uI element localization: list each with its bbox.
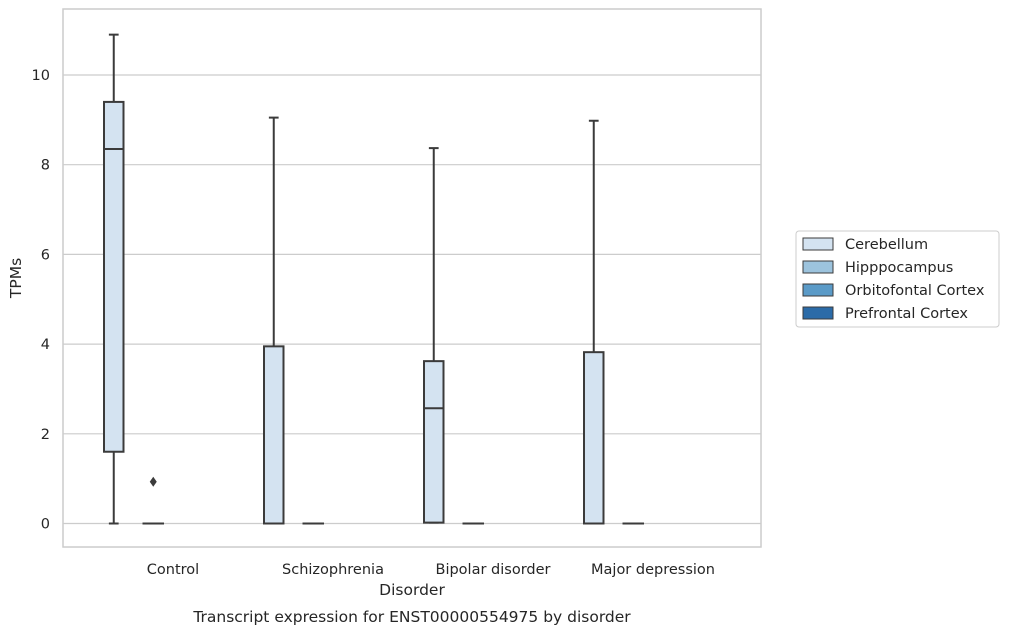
plot-frame [62,8,762,548]
x-tick-labels: Control Schizophrenia Bipolar disorder Majo… [147,562,715,578]
legend-swatch [802,283,834,297]
y-tick-labels: 0 2 4 6 8 10 [32,68,50,533]
box-group [142,476,164,525]
box-iqr [583,351,605,525]
legend-frame [795,230,1000,328]
y-tick-label: 4 [41,337,50,353]
x-tick-label: Schizophrenia [282,562,384,578]
legend: Cerebellum Hipppocampus Orbitofontal Corte… [795,230,1000,328]
x-axis-label: Disorder [379,581,445,599]
chart-caption: Transcript expression for ENST0000055497… [192,608,631,626]
x-tick-label: Control [147,562,199,578]
y-axis-label: TPMs [7,258,25,299]
boxes [103,33,644,525]
legend-entry: Prefrontal Cortex [845,306,968,322]
box-group [583,119,605,525]
box-iqr [423,360,445,524]
box-group [423,147,445,524]
box-iqr [263,345,285,525]
legend-entry: Hipppocampus [845,260,953,276]
legend-swatch [802,237,834,251]
y-tick-label: 0 [41,517,50,533]
y-tick-label: 6 [41,247,50,263]
box-group [263,116,285,525]
y-tick-label: 2 [41,427,50,443]
legend-swatch [802,306,834,320]
x-tick-label: Major depression [591,562,715,578]
y-tick-label: 8 [41,158,50,174]
legend-entry: Orbitofontal Cortex [845,283,985,299]
box-iqr [103,100,125,453]
x-tick-label: Bipolar disorder [436,562,551,578]
y-tick-label: 10 [32,68,50,84]
outlier-point [149,476,157,487]
legend-entry: Cerebellum [845,237,928,253]
grid-lines [63,74,761,525]
box-group [103,33,125,525]
legend-swatch [802,260,834,274]
